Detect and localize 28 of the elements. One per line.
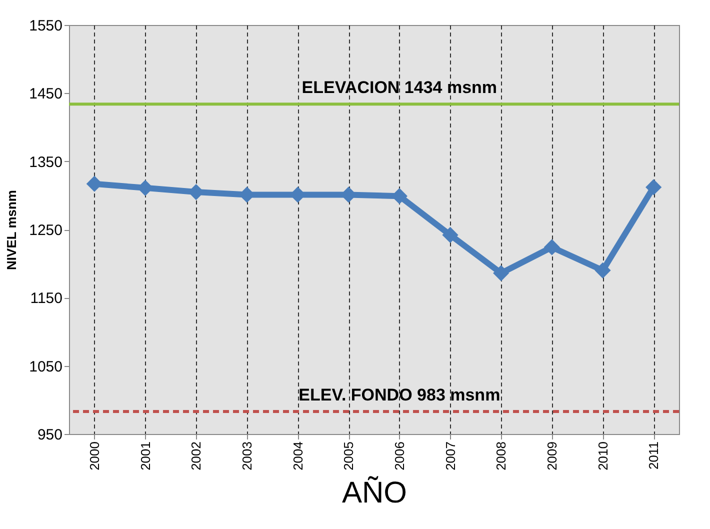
x-tick-label: 2004 (290, 442, 306, 470)
y-tick-label: 950 (37, 426, 62, 444)
x-tick-label: 2006 (392, 442, 407, 470)
x-tick-label: 2002 (188, 442, 204, 470)
x-axis-title: AÑO (342, 475, 408, 510)
y-tick-label: 1150 (30, 290, 62, 308)
y-tick-label: 1550 (29, 18, 62, 34)
y-tick-label: 1050 (29, 358, 62, 376)
x-tick-label: 2008 (494, 442, 509, 470)
y-tick-label: 1350 (29, 154, 62, 171)
point (646, 179, 662, 196)
x-tick-label: 2000 (86, 442, 102, 470)
ref-line-label: ELEV. FONDO 983 msnm (298, 386, 500, 405)
x-tick-label: 2005 (341, 442, 356, 470)
point (442, 226, 458, 244)
x-tick-label: 2001 (138, 442, 153, 470)
x-tick-label: 2011 (646, 442, 662, 470)
x-tick-label: 2009 (544, 442, 560, 470)
point (493, 265, 510, 282)
x-tick-label: 2003 (239, 442, 254, 470)
x-tick-label: 2010 (595, 442, 610, 470)
x-tick-label: 2007 (442, 442, 458, 470)
y-tick-label: 1450 (29, 86, 62, 103)
y-tick-label: 1250 (29, 222, 62, 239)
point (594, 262, 611, 278)
ref-line-label: ELEVACION 1434 msnm (302, 78, 498, 98)
point (544, 239, 560, 256)
y-axis-title: NIVEL msnm (4, 190, 20, 270)
